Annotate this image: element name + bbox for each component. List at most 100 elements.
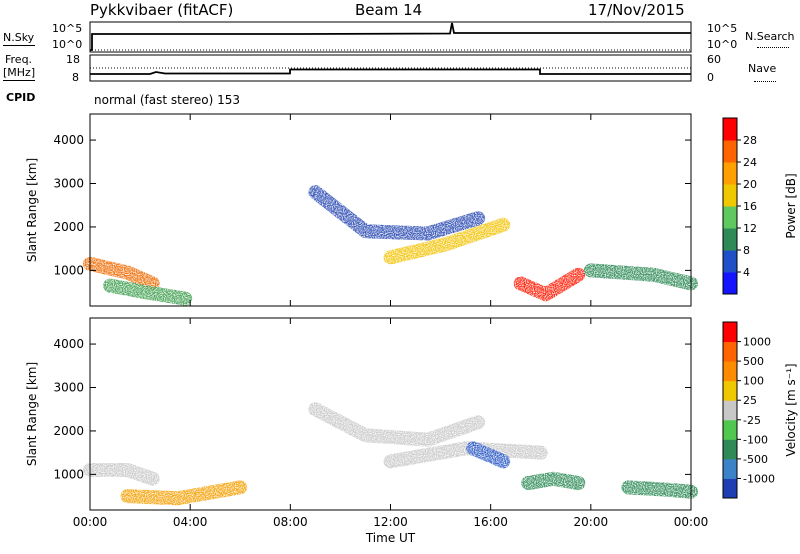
colorbar-label: Velocity [m s⁻¹] <box>784 363 798 456</box>
ytick-label: 4000 <box>53 337 84 351</box>
colorbar-swatch <box>723 272 737 295</box>
date-label: 17/Nov/2015 <box>588 1 685 19</box>
y-axis-label: Slant Range [km] <box>25 158 39 262</box>
power-echo-band-2 <box>308 185 486 241</box>
freq-unit-label: [MHz] <box>3 66 36 79</box>
colorbar-tick-label: 20 <box>743 178 757 191</box>
colorbar-swatch <box>723 228 737 251</box>
colorbar-swatch <box>723 250 737 273</box>
velocity-echo-band-2 <box>308 402 486 447</box>
tick-nave-bottom: 0 <box>707 71 714 84</box>
xtick-label: 00:00 <box>674 515 709 529</box>
colorbar-swatch <box>723 439 737 460</box>
colorbar-tick-label: 4 <box>743 266 750 279</box>
colorbar-tick-label: 16 <box>743 200 757 213</box>
power-echo-band-1 <box>103 278 193 306</box>
colorbar-swatch <box>723 206 737 229</box>
colorbar-swatch <box>723 162 737 185</box>
ytick-label: 1000 <box>53 467 84 481</box>
power-colorbar: 4 8 12 16 20 24 28 Power [dB] <box>722 117 798 295</box>
velocity-echo-band-1 <box>120 480 248 506</box>
power-echo-band-0 <box>83 256 160 291</box>
velocity-frame <box>89 317 692 511</box>
power-echo-band-4 <box>513 267 586 302</box>
velocity-echo-band-4 <box>466 441 511 469</box>
nave-line-key <box>754 81 776 82</box>
ytick-label: 2000 <box>53 220 84 234</box>
tick-freq-top: 18 <box>66 53 80 66</box>
tick-freq-bottom: 8 <box>72 71 79 84</box>
freq-strip <box>89 54 692 82</box>
velocity-echo-band-0 <box>83 463 160 486</box>
freq-label: Freq. <box>5 53 33 66</box>
colorbar-swatch <box>723 322 737 343</box>
station-title: Pykkvibaer (fitACF) <box>90 1 234 19</box>
colorbar-swatch <box>723 419 737 440</box>
colorbar-tick-label: 28 <box>743 134 757 147</box>
nsearch-label: N.Search <box>745 30 795 43</box>
colorbar-tick-label: 500 <box>743 355 764 368</box>
colorbar-label: Power [dB] <box>784 173 798 238</box>
colorbar-swatch <box>723 184 737 207</box>
tick-nsearch-top: 10^5 <box>707 22 738 35</box>
colorbar-tick-label: -1000 <box>743 472 775 485</box>
colorbar-tick-label: 8 <box>743 244 750 257</box>
nsearch-line-key <box>757 47 789 48</box>
velocity-echo-band-3 <box>383 441 548 469</box>
colorbar-swatch <box>723 458 737 479</box>
colorbar-tick-label: 25 <box>743 394 757 407</box>
colorbar-tick-label: 12 <box>743 222 757 235</box>
xtick-label: 08:00 <box>273 515 308 529</box>
xtick-label: 12:00 <box>373 515 408 529</box>
colorbar-swatch <box>723 361 737 382</box>
colorbar-tick-label: 100 <box>743 375 764 388</box>
nsky-label: N.Sky <box>3 31 35 44</box>
nsky-line-key <box>3 45 35 46</box>
power-echo-layer <box>83 185 698 306</box>
xtick-label: 20:00 <box>574 515 609 529</box>
power-panel: 1000 2000 3000 4000 Slant Range [km] 4 8 12 16 20… <box>25 113 798 307</box>
nsky-line <box>90 22 691 51</box>
colorbar-tick-label: -500 <box>743 453 768 466</box>
ytick-label: 3000 <box>53 381 84 395</box>
colorbar-swatch <box>723 341 737 362</box>
xtick-label: 16:00 <box>473 515 508 529</box>
xtick-label: 04:00 <box>173 515 208 529</box>
velocity-echo-band-5 <box>521 471 586 491</box>
colorbar-tick-label: -25 <box>743 414 761 427</box>
nsky-strip <box>89 21 692 53</box>
ytick-label: 2000 <box>53 424 84 438</box>
xtick-label: 00:00 <box>73 515 108 529</box>
velocity-echo-layer <box>83 402 698 506</box>
power-echo-band-3 <box>383 217 511 265</box>
tick-nsearch-bottom: 10^0 <box>707 38 738 51</box>
nave-label: Nave <box>748 62 777 75</box>
velocity-echo-band-6 <box>621 480 698 499</box>
freq-line-key <box>3 80 35 81</box>
power-echo-band-5 <box>583 263 698 291</box>
cpid-text: normal (fast stereo) 153 <box>94 93 241 107</box>
ytick-label: 1000 <box>53 263 84 277</box>
y-axis-label: Slant Range [km] <box>25 362 39 466</box>
colorbar-tick-label: 24 <box>743 156 757 169</box>
ytick-label: 3000 <box>53 177 84 191</box>
freq-line <box>90 68 691 75</box>
cpid-label: CPID <box>6 91 36 104</box>
x-axis-label: Time UT <box>365 531 416 545</box>
colorbar-tick-label: -100 <box>743 433 768 446</box>
colorbar-tick-label: 1000 <box>743 336 771 349</box>
tick-nave-top: 60 <box>707 53 721 66</box>
colorbar-swatch <box>723 140 737 163</box>
ytick-label: 4000 <box>53 133 84 147</box>
colorbar-swatch <box>723 478 737 499</box>
velocity-panel: 1000 2000 3000 4000 00:00 04:00 08:00 12:00 16:0… <box>25 317 798 545</box>
tick-nsky-bottom: 10^0 <box>52 38 83 51</box>
colorbar-swatch <box>723 118 737 141</box>
tick-nsky-top: 10^5 <box>52 22 83 35</box>
velocity-colorbar: 1000 500 100 25 -25 -100 -500 -1000 Velocity [m … <box>722 321 798 499</box>
colorbar-swatch <box>723 380 737 401</box>
colorbar-swatch <box>723 400 737 421</box>
beam-label: Beam 14 <box>355 1 423 19</box>
colorbar-frame <box>722 321 738 499</box>
